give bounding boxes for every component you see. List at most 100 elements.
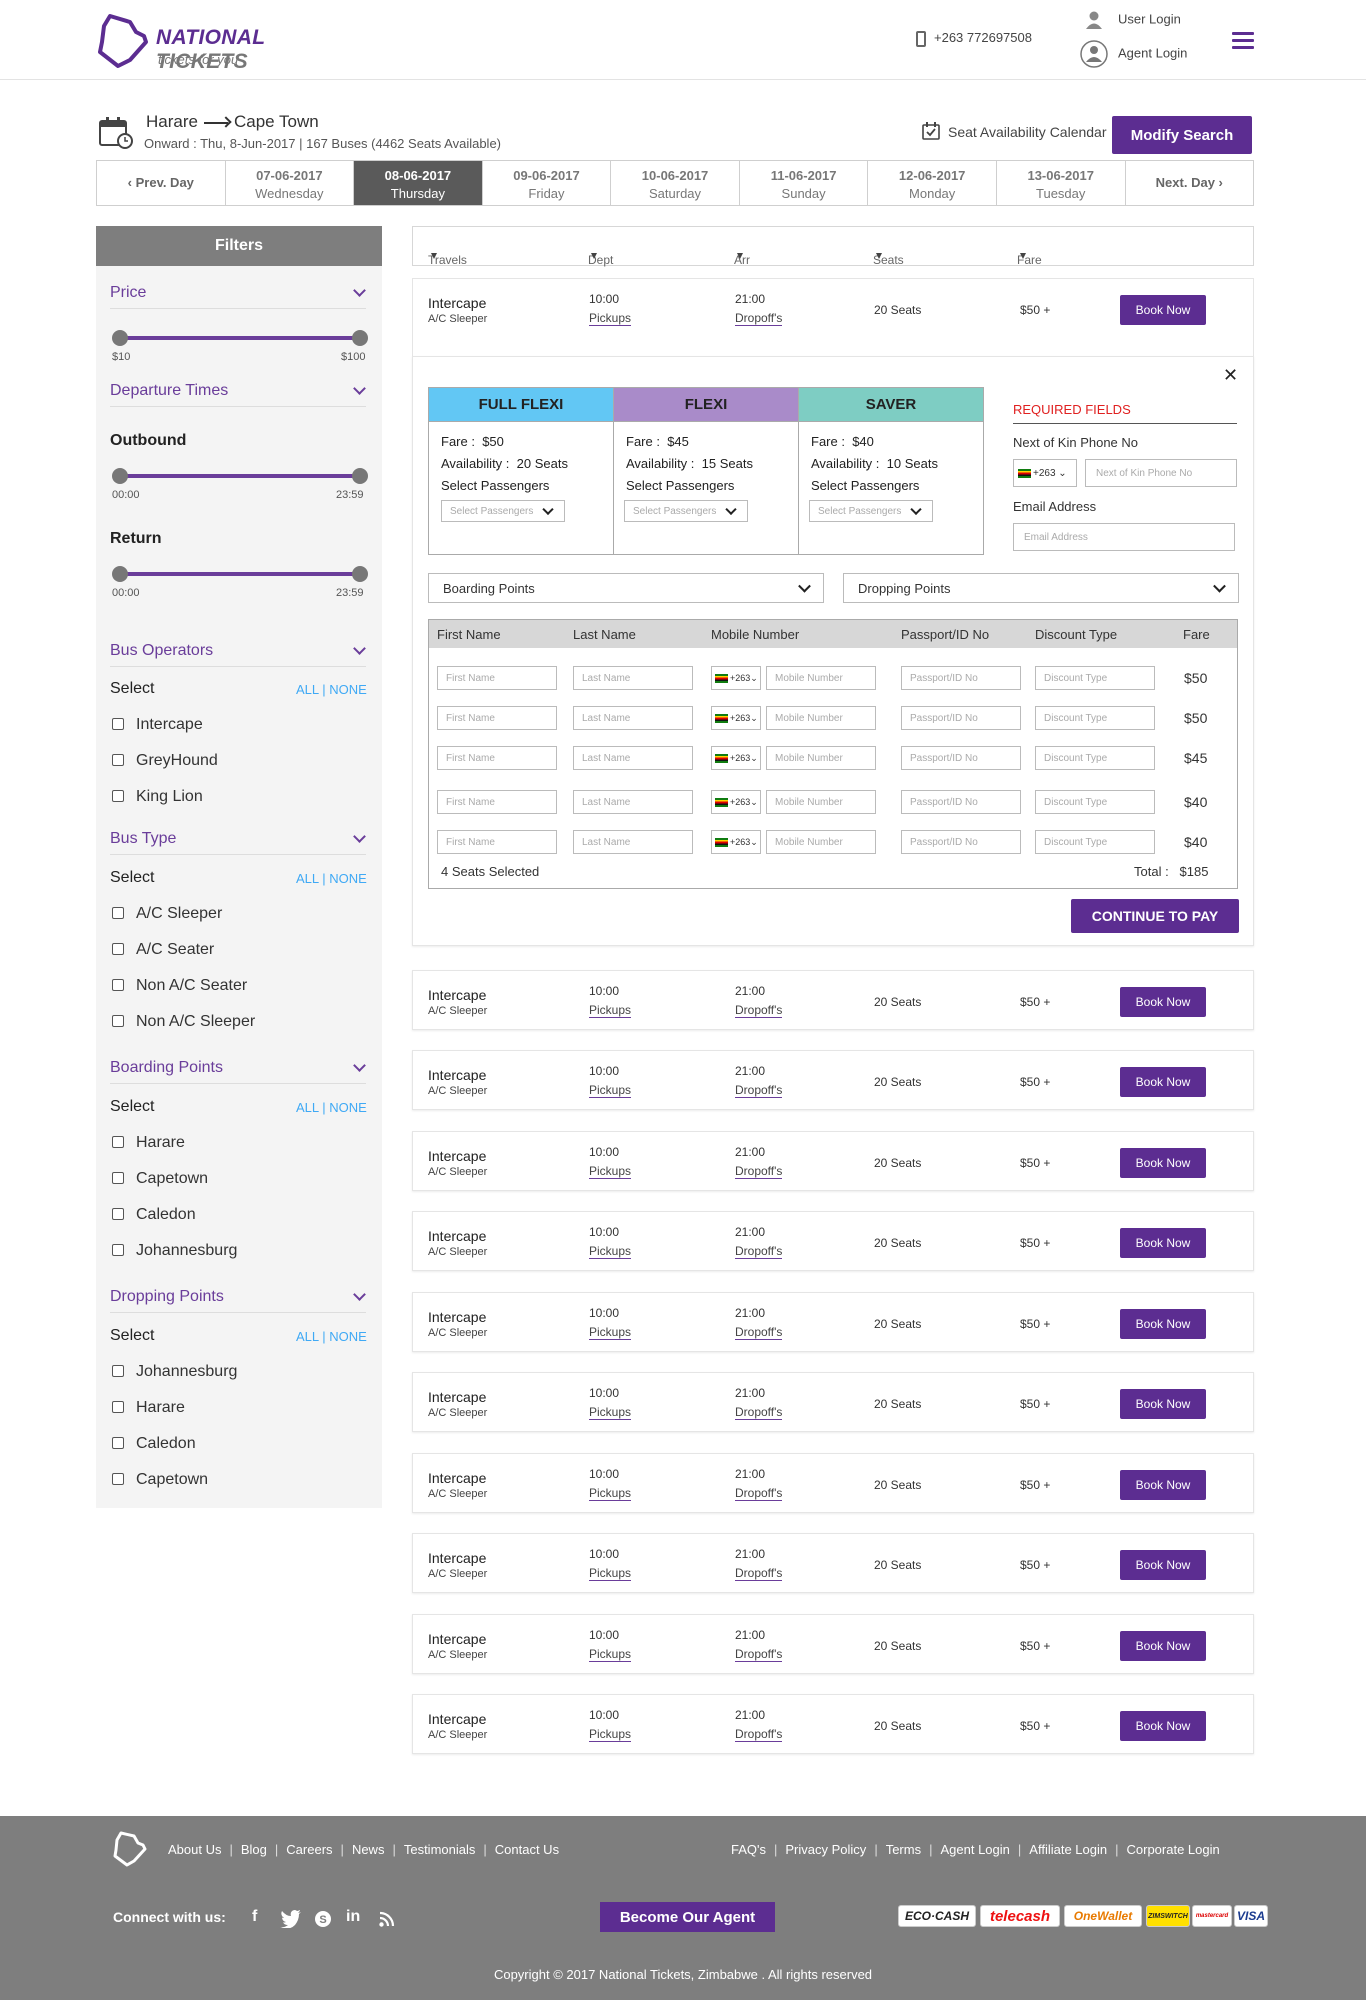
dropoffs-link[interactable]: Dropoff's	[735, 311, 783, 326]
last-name-input[interactable]: Last Name	[573, 790, 693, 814]
mobile-number-input[interactable]: Mobile Number	[766, 830, 876, 854]
dropping-points-dropdown[interactable]: Dropping Points	[843, 573, 1239, 603]
slider-min-handle[interactable]	[112, 330, 128, 346]
boarding-filter-toggle[interactable]: Boarding Points	[110, 1059, 366, 1084]
checkbox[interactable]	[112, 907, 124, 919]
fare-option-flexi[interactable]: FLEXI Fare : $45 Availability : 15 Seats…	[614, 388, 799, 554]
pickups-link[interactable]: Pickups	[589, 1405, 632, 1420]
pickups-link[interactable]: Pickups	[589, 1244, 632, 1259]
select-none-link[interactable]: NONE	[329, 1100, 367, 1115]
checkbox[interactable]	[112, 1172, 124, 1184]
linkedin-icon[interactable]: in	[346, 1908, 361, 1925]
book-now-button[interactable]: Book Now	[1120, 1470, 1206, 1500]
footer-logo-icon[interactable]	[112, 1830, 148, 1868]
bus-type-checkbox[interactable]: Non A/C Seater	[112, 977, 247, 995]
first-name-input[interactable]: First Name	[437, 666, 557, 690]
last-name-input[interactable]: Last Name	[573, 830, 693, 854]
pickups-link[interactable]: Pickups	[589, 1727, 632, 1742]
footer-link[interactable]: Agent Login	[940, 1842, 1010, 1857]
rss-icon[interactable]	[379, 1911, 395, 1927]
bus-row[interactable]: Intercape A/C Sleeper 10:00 Pickups 21:00 Dro…	[412, 1614, 1254, 1674]
departure-filter-toggle[interactable]: Departure Times	[110, 382, 366, 407]
pickups-link[interactable]: Pickups	[589, 311, 632, 326]
twitter-icon[interactable]	[280, 1910, 302, 1928]
last-name-input[interactable]: Last Name	[573, 666, 693, 690]
bus-row[interactable]: Intercape A/C Sleeper 10:00 Pickups 21:00 Dro…	[412, 1453, 1254, 1513]
checkbox[interactable]	[112, 1437, 124, 1449]
book-now-button[interactable]: Book Now	[1120, 295, 1206, 325]
footer-link[interactable]: About Us	[168, 1842, 222, 1857]
dropoffs-link[interactable]: Dropoff's	[735, 1164, 783, 1179]
footer-link[interactable]: Privacy Policy	[785, 1842, 867, 1857]
footer-link[interactable]: Terms	[885, 1842, 922, 1857]
bus-row[interactable]: Intercape A/C Sleeper 10:00 Pickups 21:00 Dro…	[412, 1372, 1254, 1432]
boarding-checkbox[interactable]: Caledon	[112, 1206, 196, 1224]
country-code-select[interactable]: +263 ⌄	[711, 666, 761, 690]
return-slider[interactable]	[112, 566, 368, 582]
logo[interactable]: NATIONAL TICKETS tickets for you	[96, 10, 356, 73]
operator-checkbox[interactable]: Intercape	[112, 716, 203, 734]
book-now-button[interactable]: Book Now	[1120, 1067, 1206, 1097]
close-icon[interactable]: ✕	[1223, 365, 1239, 385]
checkbox[interactable]	[112, 943, 124, 955]
dropoffs-link[interactable]: Dropoff's	[735, 1727, 783, 1742]
book-now-button[interactable]: Book Now	[1120, 1631, 1206, 1661]
bus-row[interactable]: Intercape A/C Sleeper 10:00 Pickups 21:00 Dro…	[412, 1694, 1254, 1754]
bus-row[interactable]: Intercape A/C Sleeper 10:00 Pickups 21:00 Dro…	[412, 1211, 1254, 1271]
checkbox[interactable]	[112, 1401, 124, 1413]
first-name-input[interactable]: First Name	[437, 746, 557, 770]
dropoffs-link[interactable]: Dropoff's	[735, 1405, 783, 1420]
select-all-link[interactable]: ALL	[296, 1100, 319, 1115]
footer-link[interactable]: Corporate Login	[1126, 1842, 1220, 1857]
select-passengers-dropdown[interactable]: Select Passengers	[441, 500, 565, 522]
footer-link[interactable]: Testimonials	[403, 1842, 476, 1857]
footer-link[interactable]: FAQ's	[731, 1842, 766, 1857]
passport-input[interactable]: Passport/ID No	[901, 790, 1021, 814]
discount-type-input[interactable]: Discount Type	[1035, 790, 1155, 814]
select-all-link[interactable]: ALL	[296, 1329, 319, 1344]
pickups-link[interactable]: Pickups	[589, 1566, 632, 1581]
book-now-button[interactable]: Book Now	[1120, 1711, 1206, 1741]
country-code-select[interactable]: +263 ⌄	[711, 706, 761, 730]
select-passengers-dropdown[interactable]: Select Passengers	[809, 500, 933, 522]
checkbox[interactable]	[112, 754, 124, 766]
become-agent-button[interactable]: Become Our Agent	[600, 1902, 775, 1932]
email-input[interactable]: Email Address	[1013, 523, 1235, 551]
checkbox[interactable]	[112, 718, 124, 730]
slider-min-handle[interactable]	[112, 468, 128, 484]
dropping-checkbox[interactable]: Johannesburg	[112, 1363, 237, 1381]
checkbox[interactable]	[112, 1244, 124, 1256]
footer-link[interactable]: News	[351, 1842, 385, 1857]
country-code-select[interactable]: +263 ⌄	[1013, 459, 1077, 487]
bus-type-checkbox[interactable]: A/C Sleeper	[112, 905, 222, 923]
operators-filter-toggle[interactable]: Bus Operators	[110, 642, 366, 667]
slider-max-handle[interactable]	[352, 468, 368, 484]
discount-type-input[interactable]: Discount Type	[1035, 830, 1155, 854]
passport-input[interactable]: Passport/ID No	[901, 830, 1021, 854]
book-now-button[interactable]: Book Now	[1120, 1309, 1206, 1339]
mobile-number-input[interactable]: Mobile Number	[766, 706, 876, 730]
agent-login-link[interactable]: Agent Login	[1080, 40, 1187, 68]
checkbox[interactable]	[112, 979, 124, 991]
dropoffs-link[interactable]: Dropoff's	[735, 1325, 783, 1340]
book-now-button[interactable]: Book Now	[1120, 1228, 1206, 1258]
first-name-input[interactable]: First Name	[437, 790, 557, 814]
mobile-number-input[interactable]: Mobile Number	[766, 746, 876, 770]
continue-to-pay-button[interactable]: CONTINUE TO PAY	[1071, 899, 1239, 933]
book-now-button[interactable]: Book Now	[1120, 1550, 1206, 1580]
dropping-checkbox[interactable]: Harare	[112, 1399, 185, 1417]
dropoffs-link[interactable]: Dropoff's	[735, 1244, 783, 1259]
facebook-icon[interactable]: f	[252, 1908, 258, 1925]
slider-max-handle[interactable]	[352, 566, 368, 582]
header-phone[interactable]: +263 772697508	[916, 30, 1032, 47]
checkbox[interactable]	[112, 1136, 124, 1148]
boarding-points-dropdown[interactable]: Boarding Points	[428, 573, 824, 603]
mobile-number-input[interactable]: Mobile Number	[766, 790, 876, 814]
slider-min-handle[interactable]	[112, 566, 128, 582]
last-name-input[interactable]: Last Name	[573, 746, 693, 770]
select-all-link[interactable]: ALL	[296, 682, 319, 697]
dropping-checkbox[interactable]: Capetown	[112, 1471, 208, 1489]
bus-row[interactable]: Intercape A/C Sleeper 10:00 Pickups 21:00 Dro…	[412, 1050, 1254, 1110]
date-tab-active[interactable]: 08-06-2017 Thursday	[354, 161, 483, 205]
slider-max-handle[interactable]	[352, 330, 368, 346]
